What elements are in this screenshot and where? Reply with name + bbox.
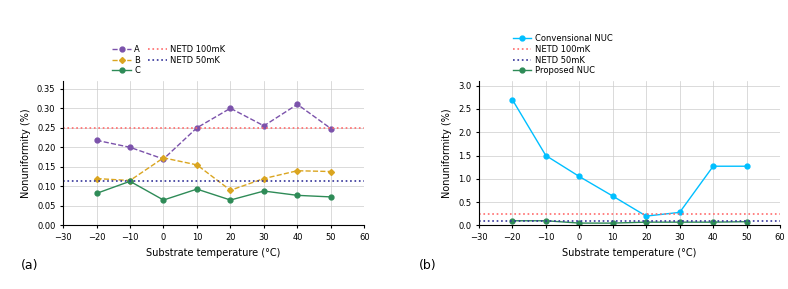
Legend: A, B, C, NETD 100mK, NETD 50mK: A, B, C, NETD 100mK, NETD 50mK xyxy=(113,45,225,75)
Proposed NUC xyxy=(541,219,551,223)
NETD 100mK xyxy=(158,126,168,129)
C xyxy=(192,187,202,191)
NETD 100mK xyxy=(162,126,172,129)
Proposed NUC xyxy=(742,220,752,223)
Text: (a): (a) xyxy=(20,259,39,272)
Proposed NUC xyxy=(641,221,651,224)
C xyxy=(225,198,235,202)
A xyxy=(259,124,269,127)
Legend: Convensional NUC, NETD 100mK, NETD 50mK, Proposed NUC: Convensional NUC, NETD 100mK, NETD 50mK,… xyxy=(513,34,612,75)
B xyxy=(292,169,302,173)
B xyxy=(192,163,202,167)
Proposed NUC xyxy=(574,221,584,225)
B xyxy=(326,170,336,173)
C xyxy=(292,194,302,197)
Line: Proposed NUC: Proposed NUC xyxy=(510,218,749,225)
Convensional NUC xyxy=(742,164,752,168)
A xyxy=(225,107,235,110)
Y-axis label: Nonuniformity (%): Nonuniformity (%) xyxy=(21,108,32,198)
Convensional NUC xyxy=(675,211,685,214)
NETD 100mK xyxy=(574,212,584,216)
A xyxy=(192,126,202,129)
Line: C: C xyxy=(94,179,333,203)
NETD 50mK xyxy=(574,219,584,223)
Convensional NUC xyxy=(708,164,718,168)
Convensional NUC xyxy=(608,194,618,198)
Proposed NUC xyxy=(708,221,718,224)
C xyxy=(259,189,269,193)
B xyxy=(259,177,269,180)
Proposed NUC xyxy=(675,221,685,224)
X-axis label: Substrate temperature (°C): Substrate temperature (°C) xyxy=(563,248,697,257)
Convensional NUC xyxy=(641,214,651,218)
C xyxy=(125,179,135,183)
X-axis label: Substrate temperature (°C): Substrate temperature (°C) xyxy=(147,248,281,257)
Convensional NUC xyxy=(574,175,584,178)
C xyxy=(158,198,168,202)
A xyxy=(326,127,336,130)
Proposed NUC xyxy=(507,219,517,223)
B xyxy=(91,177,101,180)
C xyxy=(326,195,336,199)
A xyxy=(158,157,168,161)
Line: Convensional NUC: Convensional NUC xyxy=(510,97,749,218)
Line: A: A xyxy=(94,102,333,162)
B xyxy=(225,188,235,192)
Convensional NUC xyxy=(507,98,517,101)
NETD 50mK xyxy=(578,219,587,223)
C xyxy=(91,192,101,195)
NETD 100mK xyxy=(578,212,587,216)
Y-axis label: Nonuniformity (%): Nonuniformity (%) xyxy=(442,108,452,198)
NETD 50mK xyxy=(162,179,172,182)
B xyxy=(158,156,168,160)
A xyxy=(125,146,135,149)
Proposed NUC xyxy=(608,221,618,225)
NETD 50mK xyxy=(158,179,168,182)
B xyxy=(125,179,135,182)
A xyxy=(292,103,302,106)
Line: B: B xyxy=(95,156,333,192)
A xyxy=(91,138,101,142)
Text: (b): (b) xyxy=(418,259,437,272)
Convensional NUC xyxy=(541,154,551,157)
